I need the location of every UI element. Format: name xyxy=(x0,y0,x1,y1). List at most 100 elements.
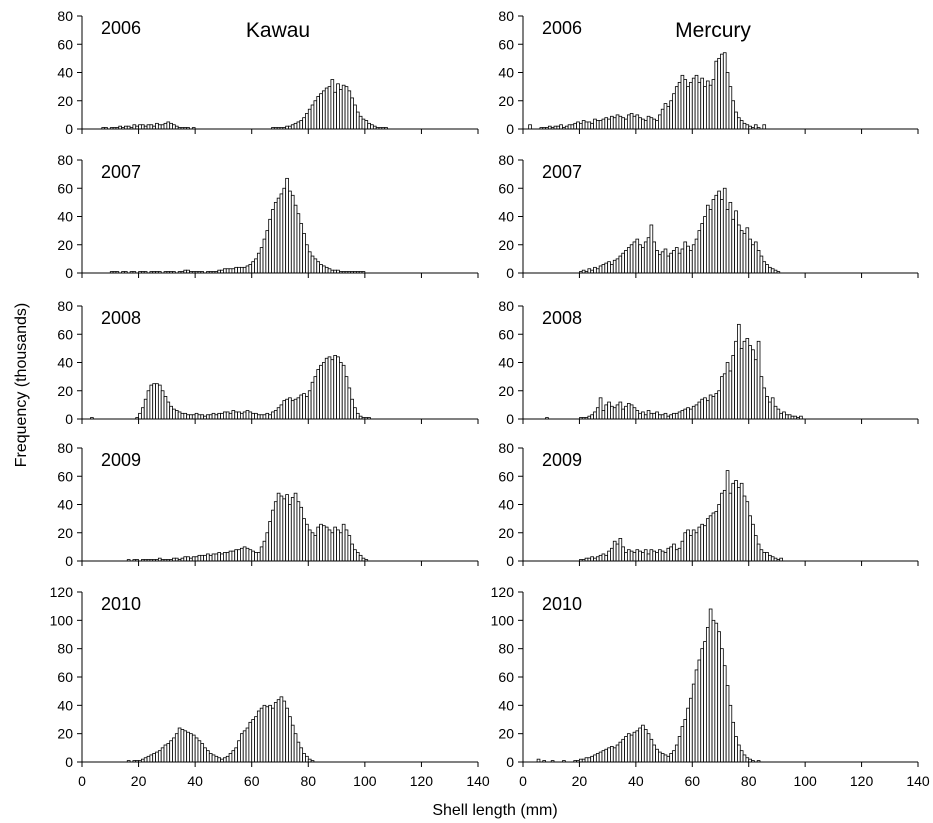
bar xyxy=(316,96,320,130)
bar xyxy=(276,492,281,562)
bar xyxy=(302,518,306,562)
bar xyxy=(305,395,309,420)
bar xyxy=(669,414,673,420)
bar xyxy=(254,716,258,763)
bar xyxy=(610,115,614,130)
bar xyxy=(621,252,625,274)
bar xyxy=(341,364,346,420)
bar xyxy=(166,743,171,763)
bar xyxy=(231,268,236,274)
bar xyxy=(223,552,227,562)
bar xyxy=(347,90,352,130)
bar xyxy=(742,233,747,274)
bar xyxy=(610,746,614,763)
bar xyxy=(587,757,592,763)
bar xyxy=(621,408,625,420)
bar xyxy=(140,407,145,420)
bar xyxy=(149,124,154,130)
bar xyxy=(745,757,750,763)
bar xyxy=(169,740,173,763)
bar xyxy=(285,707,289,763)
bar xyxy=(310,255,315,274)
bar xyxy=(256,552,261,562)
bar xyxy=(677,411,682,420)
bar xyxy=(259,707,264,763)
bar xyxy=(626,733,631,763)
y-tick-label: 0 xyxy=(506,265,514,281)
bar xyxy=(573,122,578,130)
bar xyxy=(262,704,267,763)
bar xyxy=(689,697,693,763)
bar xyxy=(734,340,738,420)
bar xyxy=(208,414,213,420)
bar xyxy=(576,121,580,130)
bar xyxy=(689,535,693,562)
bar xyxy=(149,754,154,763)
bar xyxy=(333,526,337,562)
bar xyxy=(691,683,696,763)
bar xyxy=(595,753,600,763)
bar xyxy=(367,122,371,130)
y-tick-label: 60 xyxy=(57,36,73,52)
bar xyxy=(776,408,781,420)
bar xyxy=(683,79,688,130)
bar xyxy=(737,224,741,274)
bar xyxy=(242,730,247,763)
y-tick-label: 80 xyxy=(57,641,73,657)
bar xyxy=(714,194,719,274)
bar xyxy=(655,249,659,274)
bar xyxy=(765,552,769,562)
bar xyxy=(624,249,628,274)
bar xyxy=(234,411,238,420)
bar xyxy=(234,747,238,763)
y-tick-label: 60 xyxy=(498,326,514,342)
bar xyxy=(753,124,758,130)
bar xyxy=(307,108,312,130)
bar xyxy=(722,52,727,130)
bar xyxy=(745,501,750,562)
bar xyxy=(714,622,719,763)
bar xyxy=(731,218,736,274)
bar xyxy=(669,252,673,274)
bar xyxy=(686,707,690,763)
bar xyxy=(189,733,193,763)
bar xyxy=(703,641,707,763)
bar xyxy=(711,512,716,562)
bar xyxy=(143,757,148,763)
bar xyxy=(669,100,673,130)
bar xyxy=(655,748,659,763)
bar xyxy=(711,79,716,130)
bar xyxy=(276,407,281,420)
panel-mercury-2007: 0 20 40 60 80 2007 xyxy=(498,152,919,281)
bar xyxy=(674,549,679,562)
bar xyxy=(626,549,631,562)
bar xyxy=(762,552,767,562)
bar xyxy=(350,543,354,562)
bar xyxy=(663,552,668,562)
bar xyxy=(708,394,713,420)
x-tick-label: 60 xyxy=(684,773,700,789)
bar xyxy=(239,266,244,274)
bar xyxy=(313,376,318,420)
bar xyxy=(610,264,614,274)
bar xyxy=(152,753,156,763)
bar xyxy=(720,648,724,763)
bar xyxy=(638,244,642,274)
bar xyxy=(180,729,185,763)
bar xyxy=(220,553,224,562)
bar xyxy=(646,733,651,763)
bar xyxy=(714,511,719,562)
bar xyxy=(327,356,332,420)
panel-kawau-2008: 0 20 40 60 80 2008 xyxy=(57,298,479,427)
bar xyxy=(703,86,707,130)
y-tick-label: 80 xyxy=(498,440,514,456)
bar xyxy=(336,356,340,420)
bar xyxy=(358,554,363,562)
bar xyxy=(191,414,196,420)
bar xyxy=(734,736,738,763)
bar xyxy=(245,547,250,562)
bar xyxy=(720,376,724,420)
y-tick-label: 40 xyxy=(57,697,73,713)
bar xyxy=(759,376,764,420)
bar xyxy=(689,408,693,420)
